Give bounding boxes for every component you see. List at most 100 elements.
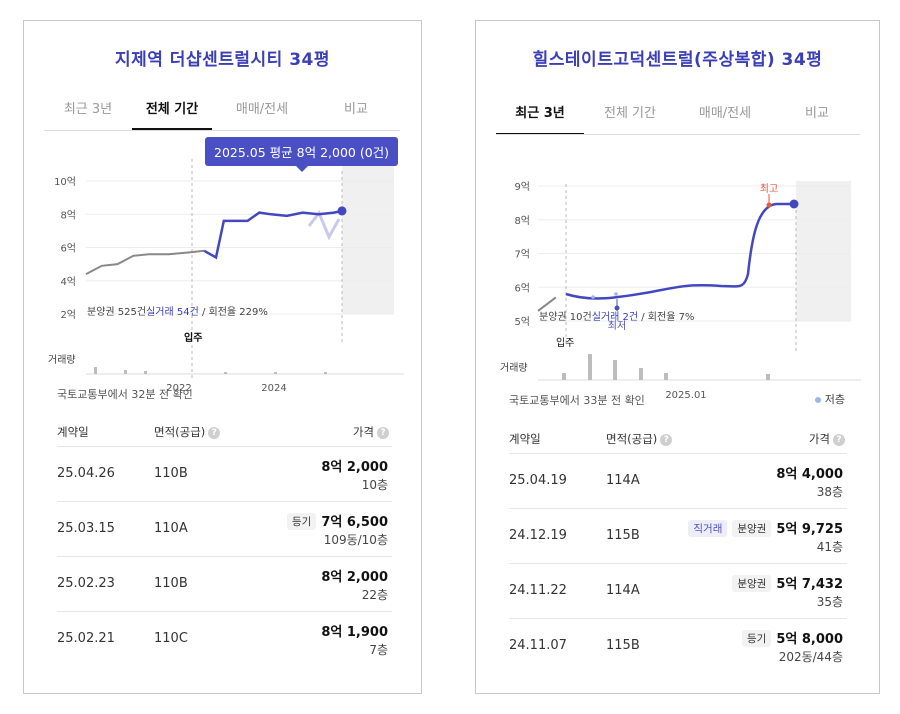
chart-tooltip: 2025.05 평균 8억 2,000 (0건) (205, 137, 399, 172)
actual-price-line (203, 209, 343, 260)
supply-area: 110B (154, 466, 188, 481)
contract-date: 25.03.15 (57, 521, 115, 536)
volume-bar (766, 374, 770, 380)
turnover-rate: / 회전율 229% (198, 307, 268, 318)
col-price-header: 가격? (809, 431, 845, 447)
col-date-header: 계약일 (509, 432, 541, 446)
price-cell: 등기 7억 6,500 (287, 511, 388, 530)
high-marker-point (766, 202, 772, 208)
tab-all-period[interactable]: 전체 기간 (132, 98, 212, 130)
transaction-row[interactable]: 24.11.07 115B 등기 5억 8,000 202동/44층 (509, 618, 847, 673)
volume-bar (639, 368, 643, 380)
help-icon[interactable]: ? (377, 426, 389, 439)
y-tick-label: 6억 (60, 243, 76, 255)
transaction-row[interactable]: 25.04.19 114A 8억 4,000 38층 (509, 453, 847, 508)
floor-info: 109동/10층 (323, 533, 388, 547)
contract-date: 25.02.23 (57, 576, 115, 591)
volume-bar (274, 372, 277, 374)
y-tick-label: 10억 (54, 176, 76, 188)
trade-stats: 분양권 10건실거래 2건 / 회전율 7% (539, 308, 694, 323)
y-tick-label: 6억 (514, 282, 530, 294)
tab-recent-3y[interactable]: 최근 3년 (496, 102, 584, 135)
y-tick-label: 8억 (60, 209, 76, 221)
tab-compare[interactable]: 비교 (344, 102, 368, 117)
trade-type-badge: 등기 (287, 513, 317, 530)
trade-type-badge: 직거래 (688, 520, 728, 537)
price-cell: 8억 4,000 (776, 463, 843, 482)
volume-label: 거래량 (48, 354, 76, 366)
help-icon[interactable]: ? (833, 433, 845, 446)
transaction-row[interactable]: 25.02.21 110C 8억 1,900 7층 (57, 611, 392, 666)
low-marker-point (614, 305, 620, 311)
col-area-header: 면적(공급)? (154, 424, 221, 440)
floor-info: 35층 (816, 595, 843, 609)
volume-bar (562, 373, 566, 380)
period-tabs: 최근 3년 전체 기간 매매/전세 비교 (496, 102, 860, 135)
supply-area: 110C (154, 631, 188, 646)
transaction-row[interactable]: 25.03.15 110A 등기 7억 6,500 109동/10층 (57, 501, 392, 556)
price-value: 7억 6,500 (321, 515, 388, 530)
y-tick-label: 2억 (60, 309, 76, 321)
price-cell: 직거래 분양권 5억 9,725 (688, 518, 843, 537)
tab-compare[interactable]: 비교 (805, 106, 829, 121)
transaction-row[interactable]: 24.12.19 115B 직거래 분양권 5억 9,725 41층 (509, 508, 847, 563)
volume-bar (124, 370, 127, 374)
move-in-label: 입주 (556, 336, 574, 349)
volume-bar (324, 372, 327, 374)
help-icon[interactable]: ? (660, 433, 673, 446)
tab-divider (44, 130, 400, 131)
tab-all-period[interactable]: 전체 기간 (604, 106, 656, 121)
supply-area: 114A (606, 473, 640, 488)
current-price-point (337, 206, 347, 216)
data-source-note: 국토교통부에서 33분 전 확인 (509, 394, 645, 407)
volume-label: 거래량 (500, 362, 528, 374)
y-tick-label: 9억 (514, 181, 530, 193)
y-tick-label: 5억 (514, 316, 530, 328)
price-cell: 분양권 5억 7,432 (732, 573, 843, 592)
x-tick-label: 2024 (261, 383, 286, 394)
price-value: 8억 1,900 (321, 625, 388, 640)
left-complex-card: 지제역 더샵센트럴시티 34평 최근 3년 전체 기간 매매/전세 비교 2억 4… (23, 20, 422, 694)
presale-count: 분양권 10건 (539, 312, 592, 323)
help-icon[interactable]: ? (208, 426, 221, 439)
presale-price-line (85, 249, 205, 275)
x-tick-label: 2025.01 (665, 390, 706, 401)
price-cell: 8억 2,000 (321, 456, 388, 475)
volume-bar (144, 371, 147, 374)
actual-trade-count: 실거래 2건 (591, 312, 639, 323)
price-range-band (307, 210, 341, 241)
tab-sale-lease[interactable]: 매매/전세 (235, 102, 289, 117)
legend-low-floor: 저층 (814, 391, 845, 407)
period-tabs: 최근 3년 전체 기간 매매/전세 비교 (44, 98, 400, 130)
tab-sale-lease[interactable]: 매매/전세 (698, 106, 752, 121)
tab-recent-3y[interactable]: 최근 3년 (63, 102, 113, 117)
page-title: 지제역 더샵센트럴시티 34평 (114, 50, 331, 70)
high-label: 최고 (760, 183, 778, 195)
data-source-note: 국토교통부에서 32분 전 확인 (57, 388, 193, 401)
actual-trade-count: 실거래 54건 (146, 307, 199, 318)
floor-info: 7층 (369, 643, 388, 657)
transaction-row[interactable]: 25.04.26 110B 8억 2,000 10층 (57, 446, 392, 501)
transaction-row[interactable]: 24.11.22 114A 분양권 5억 7,432 35층 (509, 563, 847, 618)
low-label: 최저 (608, 320, 626, 332)
contract-date: 24.11.07 (509, 638, 567, 653)
volume-bar (613, 360, 617, 380)
supply-area: 114A (606, 583, 640, 598)
future-shade (796, 181, 851, 321)
floor-info: 41층 (816, 540, 843, 554)
trade-dot (614, 292, 618, 296)
contract-date: 25.02.21 (57, 631, 115, 646)
trade-type-badge: 등기 (742, 630, 772, 647)
supply-area: 110A (154, 521, 188, 536)
supply-area: 115B (606, 638, 640, 653)
move-in-label: 입주 (184, 331, 202, 344)
price-cell: 8억 2,000 (321, 566, 388, 585)
x-tick-label: 2022 (166, 383, 191, 394)
transaction-row[interactable]: 25.02.23 110B 8억 2,000 22층 (57, 556, 392, 611)
presale-count: 분양권 525건 (87, 307, 147, 318)
price-value: 8억 4,000 (776, 467, 843, 482)
y-tick-label: 4억 (60, 276, 76, 288)
price-value: 5억 8,000 (776, 632, 843, 647)
